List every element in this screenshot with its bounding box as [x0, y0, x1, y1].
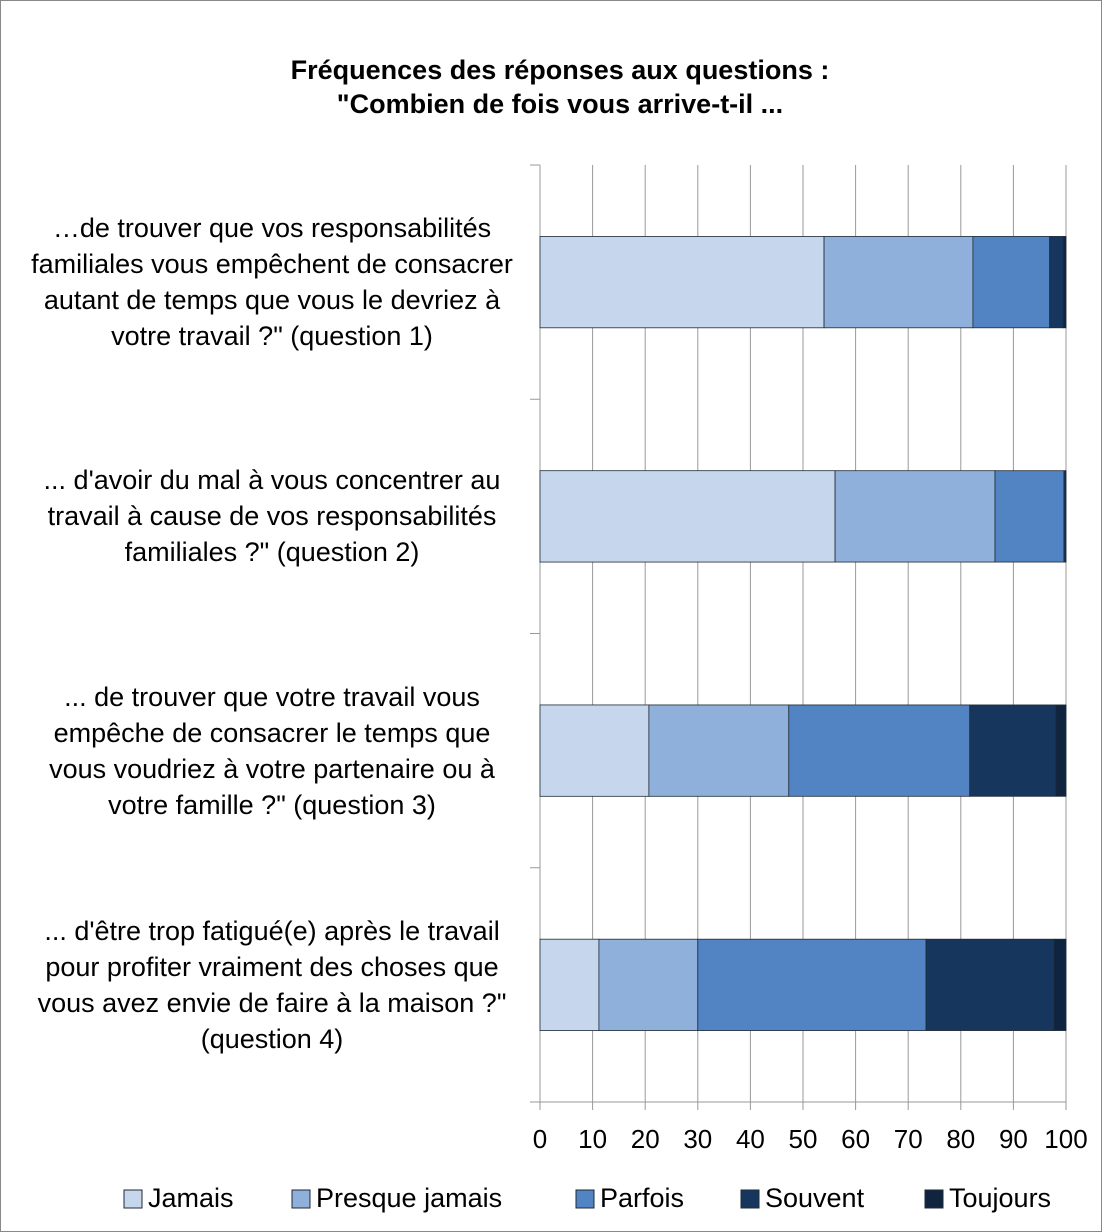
bar-segment [788, 704, 971, 797]
bar-segment [539, 470, 836, 563]
x-tick-label: 40 [736, 1124, 765, 1154]
legend-label: Souvent [765, 1183, 865, 1213]
x-tick-label: 0 [533, 1124, 547, 1154]
bar-segment [539, 236, 825, 329]
x-tick-label: 100 [1044, 1124, 1087, 1154]
bar-segment [1055, 704, 1067, 797]
bar-segment [539, 938, 600, 1031]
chart-subtitle: "Combien de fois vous arrive-t-il ... [337, 89, 783, 119]
legend-label: Parfois [600, 1183, 684, 1213]
category-label: ... d'être trop fatigué(e) après le trav… [37, 915, 507, 1054]
bar-segment [1053, 938, 1067, 1031]
legend-swatch [924, 1189, 944, 1209]
legend-label: Toujours [949, 1183, 1051, 1213]
legend-label: Jamais [148, 1183, 234, 1213]
legend-swatch [740, 1189, 760, 1209]
bar-segment [1062, 236, 1067, 329]
bar-segment [972, 236, 1051, 329]
category-label: ... de trouver que votre travail vous em… [49, 681, 495, 820]
x-tick-label: 20 [631, 1124, 660, 1154]
chart-title: Fréquences des réponses aux questions : [291, 55, 830, 85]
x-tick-label: 70 [894, 1124, 923, 1154]
x-tick-label: 50 [789, 1124, 818, 1154]
bar-segment [925, 938, 1055, 1031]
bar-segment [834, 470, 996, 563]
bar-segment [697, 938, 927, 1031]
legend-swatch [291, 1189, 311, 1209]
legend-label: Presque jamais [316, 1183, 502, 1213]
bar-segment [994, 470, 1065, 563]
bar-segment [648, 704, 790, 797]
legend-swatch [575, 1189, 595, 1209]
legend-swatch [123, 1189, 143, 1209]
bar-segment [598, 938, 699, 1031]
x-tick-label: 60 [841, 1124, 870, 1154]
bar-segment [1065, 470, 1067, 563]
bar-segment [969, 704, 1057, 797]
bar-segment [539, 704, 650, 797]
x-tick-label: 90 [999, 1124, 1028, 1154]
category-label: ... d'avoir du mal à vous concentrer au … [43, 465, 501, 568]
x-tick-label: 30 [683, 1124, 712, 1154]
bar-segment [1049, 236, 1064, 329]
category-label: …de trouver que vos responsabilités fami… [31, 213, 513, 352]
bar-segment [823, 236, 974, 329]
x-tick-label: 80 [946, 1124, 975, 1154]
x-tick-label: 10 [578, 1124, 607, 1154]
